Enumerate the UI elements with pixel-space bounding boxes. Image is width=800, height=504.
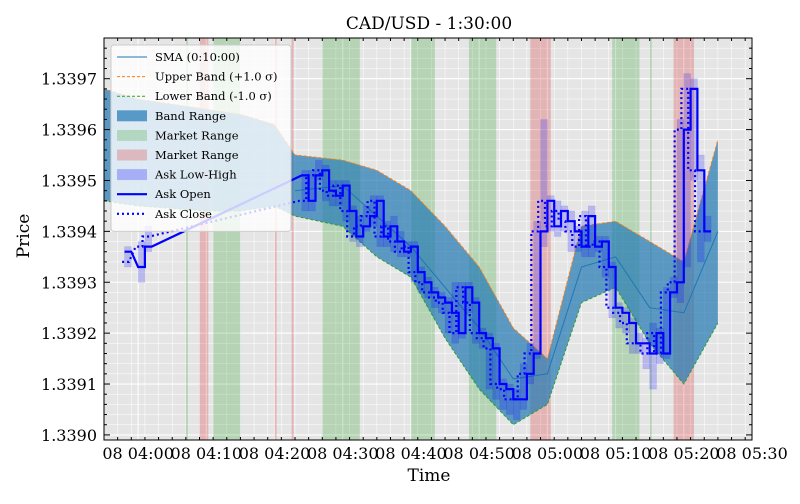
- legend-label: Upper Band (+1.0 σ): [155, 70, 278, 84]
- legend-label: Market Range: [155, 148, 239, 162]
- chart-title: CAD/USD - 1:30:00: [346, 14, 512, 34]
- legend-swatch-patch: [117, 149, 147, 161]
- y-tick-labels: 1.3390 1.3391 1.3392 1.3393 1.3394 1.3395 1.33…: [41, 37, 752, 445]
- x-tick-label: 08 04:40: [375, 444, 447, 463]
- ask-low-high-bar: [499, 378, 507, 410]
- legend-swatch-patch: [117, 129, 147, 141]
- legend-box: [110, 44, 292, 232]
- x-tick-label: 08 04:50: [443, 444, 515, 463]
- market-range-green: [185, 38, 188, 440]
- x-tick-label: 08 04:10: [171, 444, 243, 463]
- y-tick-label: 1.3391: [41, 375, 97, 394]
- market-range-red: [199, 38, 209, 440]
- x-tick-label: 08 05:00: [512, 444, 584, 463]
- legend-label: Ask Close: [154, 207, 212, 221]
- legend: SMA (0:10:00) Upper Band (+1.0 σ) Lower Ba…: [110, 44, 292, 232]
- y-axis-label: Price: [14, 214, 34, 259]
- ask-low-high-bar: [124, 246, 132, 268]
- sma-line: [294, 185, 719, 380]
- legend-swatch-patch: [117, 169, 147, 181]
- x-tick-label: 08 05:10: [580, 444, 652, 463]
- y-tick-label: 1.3392: [41, 324, 97, 343]
- ask-low-high-bar: [649, 322, 657, 390]
- legend-label: SMA (0:10:00): [155, 50, 240, 64]
- legend-label: Band Range: [155, 109, 226, 123]
- y-tick-label: 1.3396: [41, 121, 97, 140]
- ask-open-line: [124, 87, 712, 401]
- ask-low-high-bar: [540, 119, 548, 247]
- x-tick-label: 08 05:20: [648, 444, 720, 463]
- ask-low-high-bar: [513, 388, 521, 420]
- market-range-green: [649, 38, 652, 440]
- market-range-green: [322, 38, 360, 440]
- y-tick-label: 1.3393: [41, 273, 97, 292]
- y-tick-label: 1.3394: [41, 222, 97, 241]
- legend-label: Ask Low-High: [154, 168, 237, 182]
- upper-band-line: [104, 88, 719, 360]
- plot-area: [103, 37, 753, 441]
- y-tick-label: 1.3395: [41, 171, 97, 190]
- x-tick-label: 08 04:20: [239, 444, 311, 463]
- x-tick-label: 08 05:30: [716, 444, 788, 463]
- y-tick-label: 1.3397: [41, 70, 97, 89]
- market-range-red: [274, 38, 277, 440]
- legend-label: Market Range: [155, 128, 239, 142]
- ask-low-high-bar: [444, 297, 453, 334]
- market-range-red: [291, 38, 294, 440]
- x-axis-label: Time: [408, 466, 451, 486]
- x-tick-label: 08 04:30: [307, 444, 379, 463]
- legend-label: Lower Band (-1.0 σ): [155, 89, 272, 103]
- legend-swatch-patch: [117, 110, 147, 122]
- ask-low-high-bar: [485, 332, 494, 390]
- x-tick-label: 08 04:00: [102, 444, 174, 463]
- plot-frame: [103, 37, 753, 441]
- y-tick-label: 1.3390: [41, 426, 97, 445]
- legend-label: Ask Open: [154, 187, 211, 201]
